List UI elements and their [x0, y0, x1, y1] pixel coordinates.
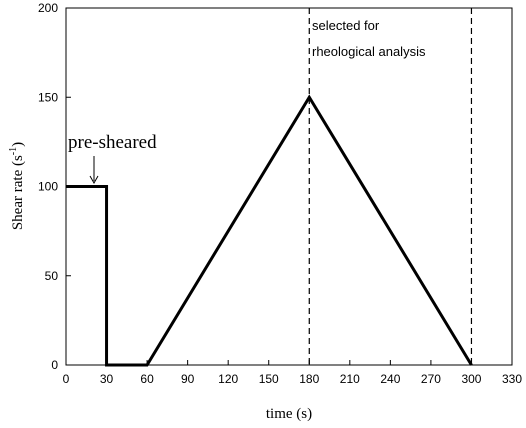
y-tick-label: 50: [45, 269, 59, 283]
x-tick-labels: 0 30 60 90 120 150 180 210 240 270 300 330: [63, 372, 523, 386]
axis-ticks: [65, 7, 513, 366]
x-tick-label: 270: [421, 372, 441, 386]
plot-frame: [65, 7, 513, 366]
selected-label-line2: rheological analysis: [312, 44, 426, 59]
y-tick-label: 0: [51, 358, 58, 372]
pre-sheared-label: pre-sheared: [68, 132, 157, 153]
x-tick-label: 60: [140, 372, 154, 386]
y-axis-title-main: Shear rate (s: [10, 155, 26, 230]
y-axis-title-tail: ): [10, 142, 26, 147]
reference-lines: [308, 8, 473, 365]
selected-label-line1: selected for: [312, 18, 380, 33]
x-axis-title: time (s): [266, 406, 312, 422]
x-tick-label: 90: [181, 372, 195, 386]
x-tick-label: 240: [380, 372, 400, 386]
y-axis-title: Shear rate (s-1): [8, 142, 26, 230]
x-tick-label: 0: [63, 372, 70, 386]
pre-sheared-arrowhead: [89, 175, 99, 185]
x-tick-label: 120: [218, 372, 238, 386]
shear-rate-series-line: [66, 94, 473, 367]
y-tick-label: 200: [38, 1, 58, 15]
x-tick-label: 300: [461, 372, 481, 386]
y-tick-labels: 0 50 100 150 200: [38, 1, 58, 372]
x-tick-label: 150: [259, 372, 279, 386]
x-tick-label: 330: [502, 372, 522, 386]
x-tick-label: 180: [299, 372, 319, 386]
x-tick-label: 210: [340, 372, 360, 386]
y-tick-label: 150: [38, 90, 58, 104]
series-group: [66, 94, 473, 367]
y-axis-title-sup: -1: [8, 147, 19, 155]
y-tick-label: 100: [38, 180, 58, 194]
x-tick-label: 30: [100, 372, 114, 386]
